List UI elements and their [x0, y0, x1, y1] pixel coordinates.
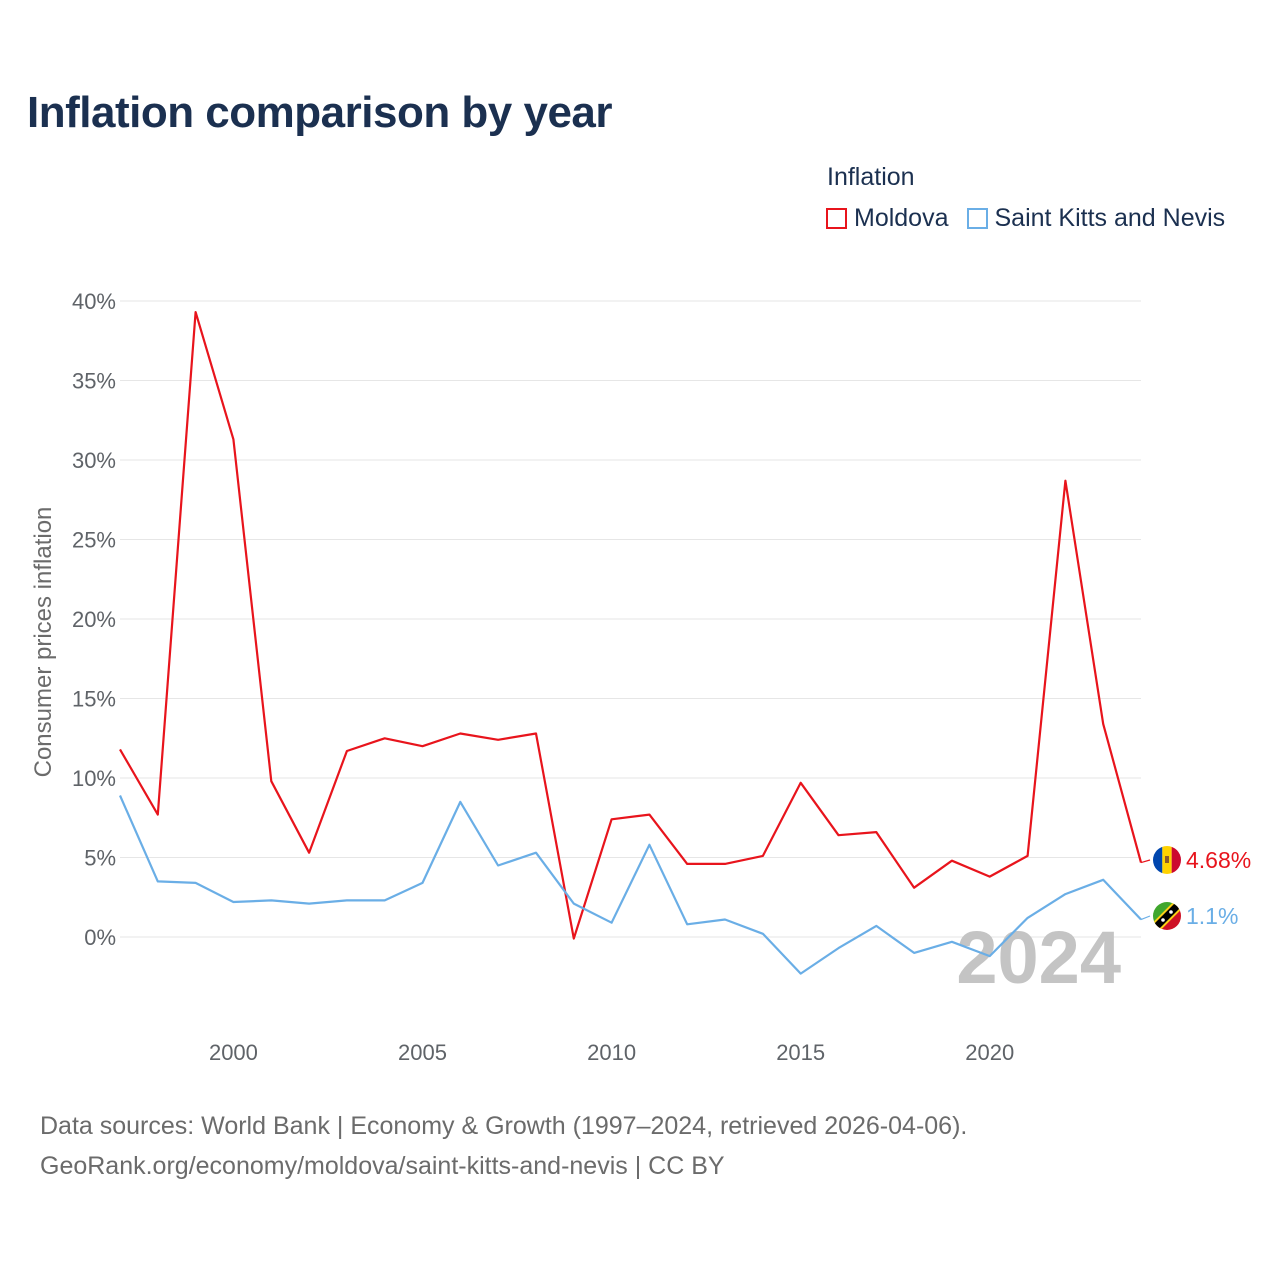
- y-tick-label: 30%: [72, 448, 116, 473]
- y-axis-label: Consumer prices inflation: [30, 507, 57, 778]
- chart-title: Inflation comparison by year: [27, 88, 613, 137]
- series-line-saint-kitts[interactable]: [118, 795, 1142, 975]
- footer-sources: Data sources: World Bank | Economy & Gro…: [40, 1112, 968, 1140]
- x-tick-label: 2000: [209, 1040, 258, 1065]
- y-tick-label: 15%: [72, 687, 116, 712]
- series-end-labels: 4.68% 1.1%: [1140, 847, 1251, 929]
- legend: Moldova Saint Kitts and Nevis: [826, 204, 1243, 233]
- y-tick-label: 35%: [72, 369, 116, 394]
- end-value-label: 1.1%: [1186, 903, 1238, 929]
- y-tick-label: 0%: [84, 925, 116, 950]
- x-tick-label: 2005: [398, 1040, 447, 1065]
- x-axis: 2000 2005 2010 2015 2020: [209, 1040, 1014, 1065]
- footer: Data sources: World Bank | Economy & Gro…: [40, 1106, 967, 1186]
- legend-label-saint-kitts[interactable]: Saint Kitts and Nevis: [994, 204, 1226, 232]
- y-axis: 0% 5% 10% 15% 20% 25% 30% 35% 40%: [72, 289, 116, 950]
- x-tick-label: 2010: [587, 1040, 636, 1065]
- footer-link[interactable]: GeoRank.org/economy/moldova/saint-kitts-…: [40, 1152, 725, 1180]
- legend-swatch-moldova: [826, 208, 847, 229]
- y-tick-label: 20%: [72, 607, 116, 632]
- end-value-label: 4.68%: [1186, 847, 1251, 873]
- end-connector: [1140, 915, 1151, 921]
- legend-swatch-saint-kitts: [966, 208, 988, 229]
- grid-lines: [120, 300, 1141, 938]
- moldova-flag-icon: [1153, 846, 1181, 874]
- y-tick-label: 40%: [72, 289, 116, 314]
- series-lines: [118, 311, 1143, 975]
- legend-label-moldova[interactable]: Moldova: [854, 204, 949, 232]
- y-tick-label: 25%: [72, 528, 116, 553]
- saint-kitts-flag-icon: [1153, 902, 1181, 930]
- series-line-moldova[interactable]: [119, 311, 1143, 940]
- x-tick-label: 2020: [965, 1040, 1014, 1065]
- x-tick-label: 2015: [776, 1040, 825, 1065]
- y-tick-label: 5%: [84, 846, 116, 871]
- line-chart: 0%5%10%15%20%25%30%35%40% 2000 2005 2010 20…: [30, 289, 1251, 1065]
- legend-title: Inflation: [827, 163, 915, 191]
- year-watermark: 2024: [956, 916, 1121, 999]
- y-tick-label: 10%: [72, 766, 116, 791]
- end-connector: [1140, 859, 1151, 864]
